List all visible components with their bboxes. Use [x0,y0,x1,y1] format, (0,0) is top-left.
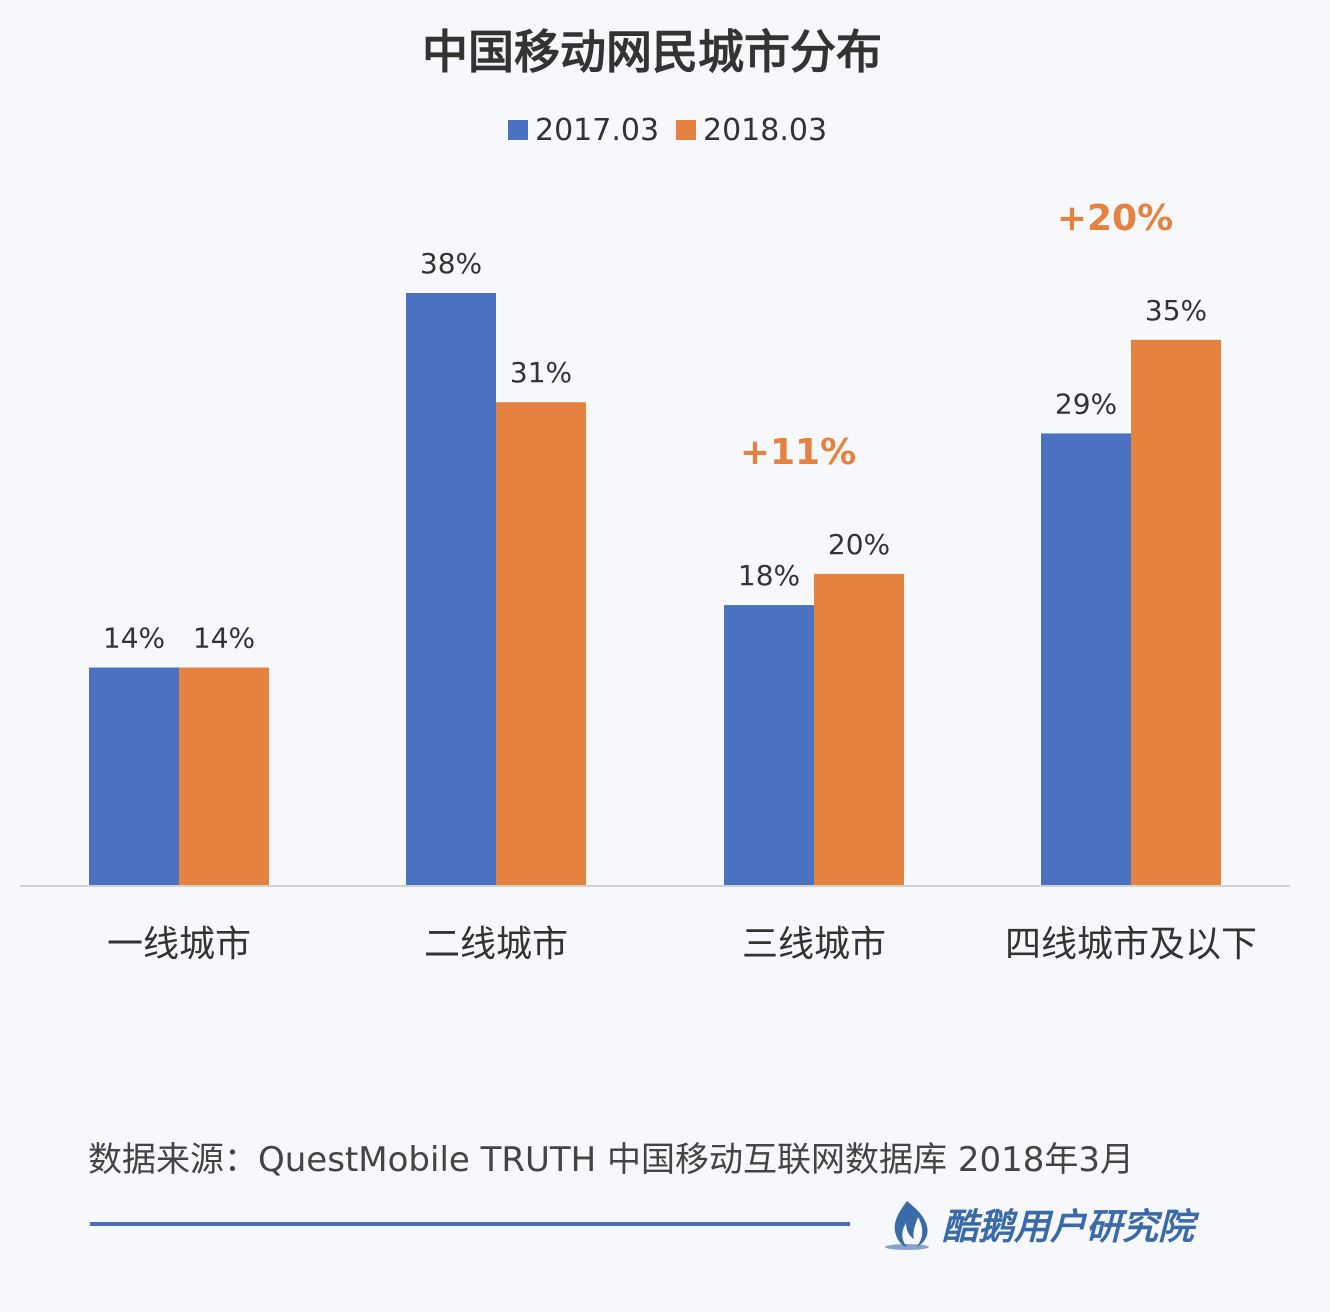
bar-2-1 [406,293,496,886]
value-label-4-2: 35% [1145,294,1207,327]
value-labels: 14% 14% 38% 31% 18% 20% 29% 35% [103,247,1207,655]
bar-3-2 [814,573,904,886]
bar-3-1 [724,605,814,886]
legend-swatch-1 [508,120,528,140]
category-label-4: 四线城市及以下 [1005,924,1257,965]
category-label-3: 三线城市 [742,924,886,965]
bar-1-1 [89,667,179,886]
value-label-1-1: 14% [103,622,165,655]
bar-4-1 [1041,433,1131,886]
legend: 2017.03 2018.03 [508,113,827,148]
value-label-2-2: 31% [510,356,572,389]
value-label-3-2: 20% [828,528,890,561]
flame-logo-icon [885,1201,929,1250]
brand-name: 酷鹅用户研究院 [942,1207,1195,1248]
growth-annotations: +11% +20% [740,198,1173,473]
value-label-4-1: 29% [1055,387,1117,420]
chart-title: 中国移动网民城市分布 [422,25,882,79]
brand-logo: 酷鹅用户研究院 [880,1196,1194,1252]
bar-4-2 [1131,339,1221,886]
category-labels: 一线城市 二线城市 三线城市 四线城市及以下 [107,924,1257,965]
source-note: 数据来源：QuestMobile TRUTH 中国移动互联网数据库 2018年3… [88,1140,1134,1180]
legend-label-2: 2018.03 [703,113,827,148]
growth-annotation-1: +11% [740,432,856,473]
growth-annotation-2: +20% [1057,198,1173,239]
category-label-2: 二线城市 [424,924,568,965]
bar-1-2 [179,667,269,886]
value-label-1-2: 14% [193,622,255,655]
category-label-1: 一线城市 [107,924,251,965]
legend-label-1: 2017.03 [535,113,659,148]
bar-2-2 [496,402,586,886]
value-label-2-1: 38% [420,247,482,280]
bars [89,293,1221,886]
legend-swatch-2 [676,120,696,140]
bar-chart: 中国移动网民城市分布 2017.03 2018.03 14% 14% 38% 31% 18… [20,25,1290,965]
value-label-3-1: 18% [738,559,800,592]
footer-divider [90,1222,850,1226]
